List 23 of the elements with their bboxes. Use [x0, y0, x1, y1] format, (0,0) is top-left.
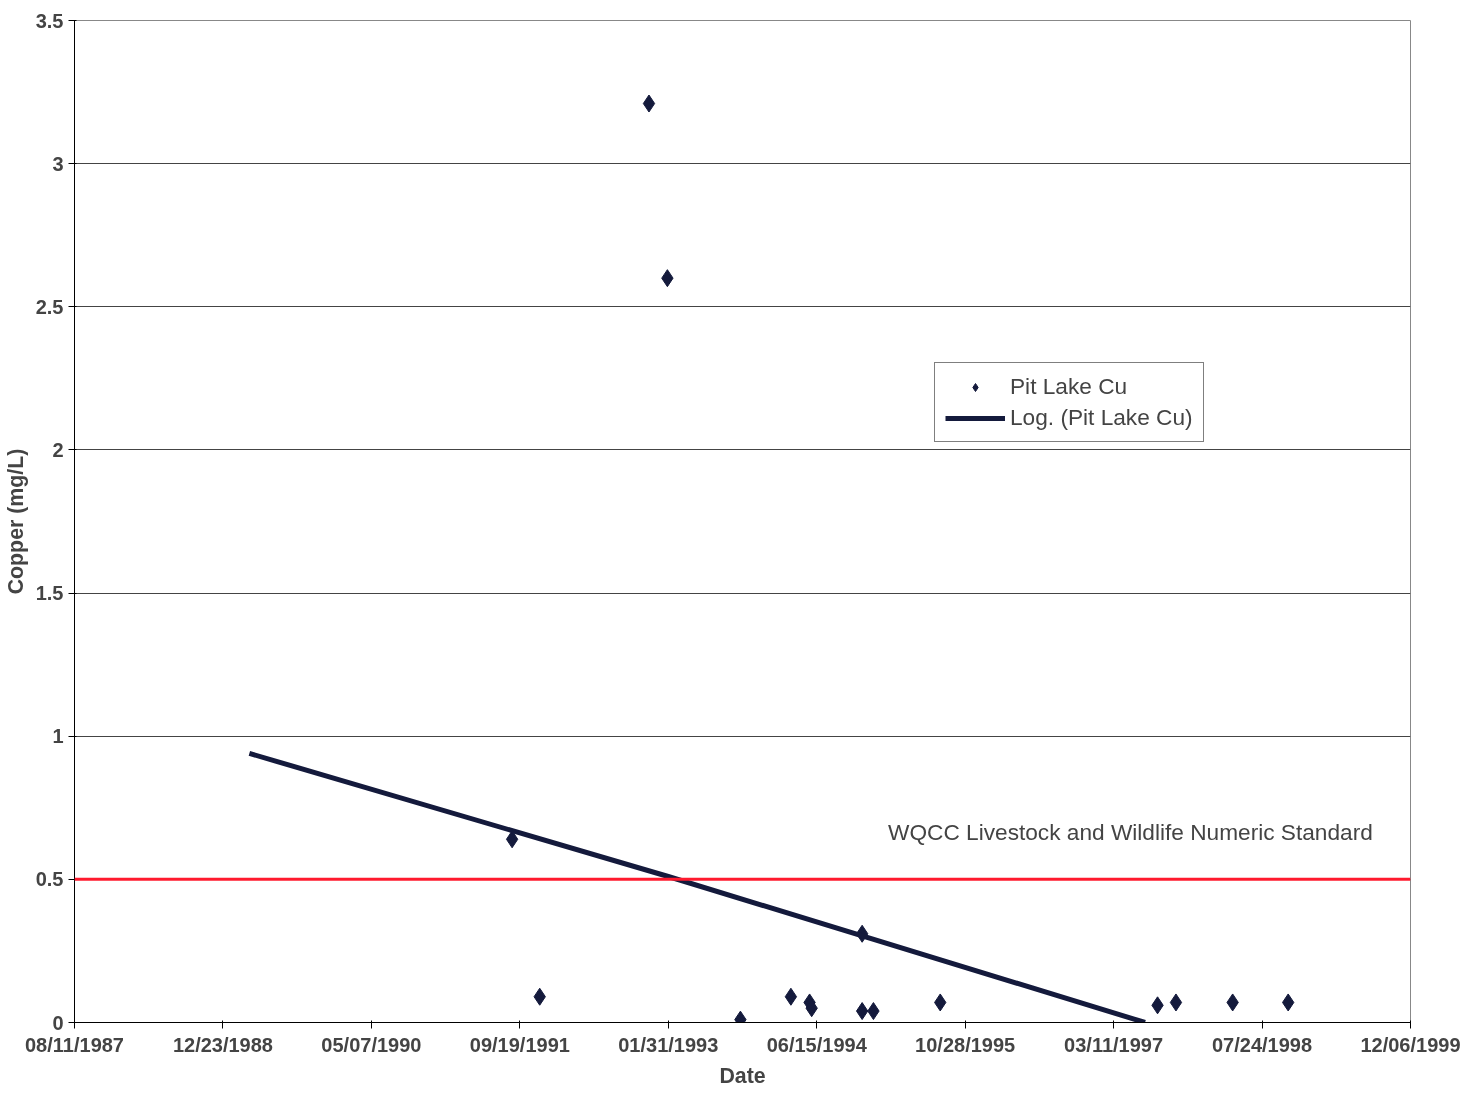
ref-line-label: WQCC Livestock and Wildlife Numeric Standard	[888, 819, 1373, 845]
y-tick-label: 3	[52, 152, 64, 175]
y-tick-label: 0	[52, 1011, 64, 1034]
x-tick-label: 12/23/1988	[172, 1033, 274, 1056]
y-tick-label: 2.5	[35, 295, 64, 318]
x-tick-label: 06/15/1994	[766, 1033, 868, 1056]
x-axis-title: Date	[719, 1063, 766, 1088]
y-axis-title: Copper (mg/L)	[3, 448, 28, 595]
x-tick-label: 03/11/1997	[1064, 1033, 1164, 1056]
y-tick-label: 3.5	[35, 9, 64, 32]
x-tick-label: 08/11/1987	[25, 1033, 124, 1056]
x-tick-label: 05/07/1990	[321, 1033, 422, 1056]
legend-label: Pit Lake Cu	[1010, 373, 1128, 400]
y-tick-label: 1.5	[35, 582, 64, 605]
x-tick-label: 09/19/1991	[469, 1033, 570, 1056]
y-tick-label: 0.5	[35, 868, 64, 891]
x-tick-label: 01/31/1993	[618, 1033, 719, 1056]
y-tick-label: 1	[52, 725, 64, 748]
x-tick-label: 07/24/1998	[1212, 1033, 1313, 1056]
legend-label: Log. (Pit Lake Cu)	[1010, 404, 1193, 431]
x-tick-label: 12/06/1999	[1360, 1033, 1461, 1056]
y-tick-label: 2	[52, 438, 64, 461]
x-tick-label: 10/28/1995	[915, 1033, 1016, 1056]
